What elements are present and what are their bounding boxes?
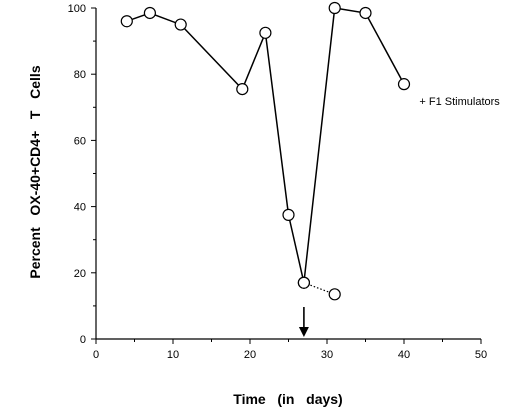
y-tick-label: 60: [74, 135, 86, 147]
series-1-point: [359, 6, 372, 20]
arrow-head: [298, 327, 309, 337]
x-tick-label: 10: [167, 349, 179, 361]
series-1-line: [126, 7, 405, 283]
x-tick-label: 50: [475, 349, 487, 361]
series-lines: [126, 7, 405, 295]
y-tick-label: 80: [74, 69, 86, 81]
series-1-point: [328, 1, 341, 15]
annotations: + F1 Stimulators: [298, 96, 500, 337]
series-1-point: [397, 78, 411, 91]
annotation-label: + F1 Stimulators: [419, 96, 500, 108]
y-tick-label: 40: [74, 202, 86, 214]
series-1-point: [282, 208, 295, 221]
series-1-point: [143, 6, 156, 20]
x-tick-label: 40: [398, 349, 410, 361]
x-axis-title: Time (in days): [233, 391, 342, 407]
series-2-point: [328, 288, 341, 301]
series-1-point: [174, 18, 187, 31]
data-markers: [120, 1, 411, 301]
x-tick-label: 30: [321, 349, 333, 361]
series-1-point: [120, 15, 133, 28]
x-tick-label: 20: [244, 349, 256, 361]
y-tick-label: 0: [80, 334, 86, 346]
x-tick-label: 0: [93, 349, 99, 361]
axes: 0 10 20 30 40 50 0 20 40 60 80 100: [68, 3, 487, 361]
y-tick-label: 20: [74, 268, 86, 280]
series-2-point: [297, 276, 310, 289]
y-axis-title: Percent OX-40+CD4+ T Cells: [27, 65, 43, 278]
y-tick-label: 100: [68, 3, 86, 15]
series-1-point: [236, 82, 249, 96]
series-1-point: [259, 26, 272, 39]
